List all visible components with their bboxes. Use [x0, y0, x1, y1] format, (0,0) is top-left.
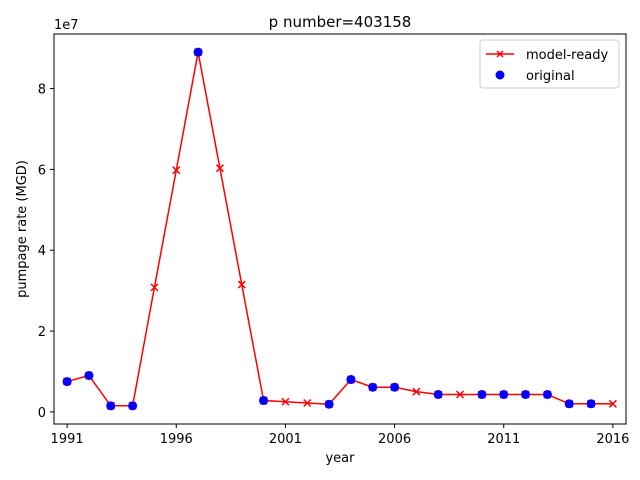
data-point-original: [84, 371, 94, 381]
series-original: [62, 47, 596, 411]
data-point-original: [521, 389, 531, 399]
data-point-original: [477, 389, 487, 399]
data-point-original: [128, 401, 138, 411]
data-point-model-ready: [303, 398, 312, 408]
data-point-model-ready: [608, 399, 617, 408]
data-point-model-ready: [412, 387, 421, 396]
y-tick-label: 6: [38, 163, 46, 178]
plot-frame: [53, 33, 627, 425]
x-tick-label: 1996: [160, 432, 193, 447]
data-point-original: [259, 396, 269, 406]
x-tick-label: 2001: [269, 432, 302, 447]
data-point-model-ready: [150, 283, 159, 292]
series-layer: [62, 47, 617, 411]
data-point-original: [346, 375, 356, 385]
x-tick-label: 2016: [596, 432, 629, 447]
x-tick-label: 1991: [51, 432, 84, 447]
legend-label-model-ready: model-ready: [526, 48, 608, 63]
data-point-original: [586, 399, 596, 409]
chart-title: p number=403158: [269, 13, 412, 31]
legend-marker-original: [495, 70, 505, 80]
data-point-original: [542, 389, 552, 399]
y-tick-label: 0: [38, 406, 46, 421]
data-point-model-ready: [281, 397, 290, 406]
data-point-original: [564, 399, 574, 409]
legend-label-original: original: [526, 69, 575, 84]
x-tick-label: 2006: [378, 432, 411, 447]
y-tick-label: 2: [38, 325, 46, 340]
data-point-model-ready: [237, 280, 246, 289]
legend-box: [479, 39, 620, 89]
data-point-model-ready: [215, 164, 224, 173]
x-tick-label: 2011: [487, 432, 520, 447]
data-point-original: [368, 382, 378, 392]
data-point-original: [106, 401, 116, 411]
plot-area: [54, 34, 626, 424]
data-point-original: [324, 399, 334, 409]
data-point-model-ready: [172, 166, 181, 175]
legend-marker-model-ready: [496, 50, 504, 58]
y-axis-label: pumpage rate (MGD): [15, 160, 30, 298]
y-tick-label: 8: [38, 83, 46, 98]
y-offset-label: 1e7: [54, 18, 79, 33]
y-tick-label: 4: [38, 244, 46, 259]
data-point-original: [193, 47, 203, 57]
x-axis-label: year: [325, 451, 355, 466]
legend: model-ready original: [479, 39, 620, 89]
y-axis: 0 2 4 6 8: [38, 83, 54, 421]
data-point-model-ready: [456, 390, 465, 399]
data-point-original: [499, 389, 509, 399]
x-axis: 1991 1996 2001 2006 2011 2016: [51, 424, 629, 447]
data-point-original: [390, 382, 400, 392]
data-point-original: [62, 377, 72, 387]
data-point-original: [433, 389, 443, 399]
